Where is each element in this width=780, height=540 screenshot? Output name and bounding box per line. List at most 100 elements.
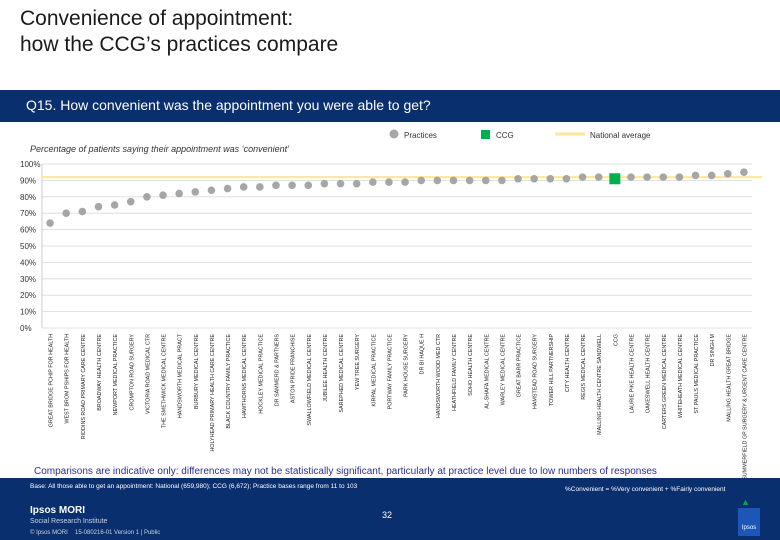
practice-point <box>368 178 377 186</box>
x-tick-label: SAREPHED MEDICAL CENTRE <box>339 334 345 413</box>
page-title: Convenience of appointment: how the CCG’… <box>20 6 338 58</box>
x-tick-label: ASTON PRIDE FRANCHISE <box>291 334 297 403</box>
practice-point <box>449 176 458 185</box>
practice-point <box>627 173 635 181</box>
x-tick-label: TOWER HILL PARTNERSHIP <box>549 334 555 406</box>
x-tick-label: HANDSWORTH WOOD MED CTR <box>436 334 442 418</box>
practice-point <box>94 202 103 211</box>
x-tick-label: GREAT BARR PRACTICE <box>517 334 523 398</box>
legend-practice-marker <box>389 129 399 139</box>
x-tick-label: REGIS MEDICAL CENTRE <box>581 334 587 400</box>
y-tick-label: 50% <box>20 242 36 251</box>
ipsos-logo: Ipsos <box>738 508 760 536</box>
x-tick-label: PORTWAY FAMILY PRACTICE <box>387 334 393 410</box>
practice-point <box>578 173 587 181</box>
x-tick-label: WARLEY MEDICAL CENTRE <box>500 334 506 406</box>
x-tick-label: THE SMETHWICK MEDICAL CENTRE <box>162 334 168 429</box>
practice-point <box>675 173 684 181</box>
practice-point <box>320 179 329 188</box>
brand-subtitle: Social Research Institute <box>30 518 108 525</box>
y-tick-label: 20% <box>20 291 36 300</box>
footer-band <box>0 478 780 540</box>
x-tick-label: HAMSTEAD ROAD SURGERY <box>533 334 539 409</box>
practice-point <box>465 176 474 185</box>
x-tick-label: GREAT BRIDGE PCHIP FOR HEALTH <box>49 334 55 427</box>
x-tick-label: RIDDINS ROAD PRIMARY CARE CENTRE <box>81 334 87 440</box>
x-tick-label: DR BI HAQUE H <box>420 334 426 375</box>
x-tick-label: WHITEHEATH MEDICAL CENTRE <box>678 334 684 419</box>
practice-point <box>481 176 490 185</box>
y-tick-label: 60% <box>20 226 36 235</box>
x-tick-label: CITY HEALTH CENTRE <box>565 334 571 393</box>
scatter-chart: 0% 10% 20% 30% 40% 50% 60% 70% 80% 90% 100% GREAT … <box>20 160 762 480</box>
title-line-2: how the CCG’s practices compare <box>20 33 339 56</box>
y-tick-label: 80% <box>20 193 36 202</box>
practice-point <box>78 207 87 216</box>
practice-point <box>62 209 71 217</box>
x-tick-label: HEATHFIELD FAMILY CENTRE <box>452 334 458 411</box>
practice-point <box>691 171 700 180</box>
practice-point <box>191 188 200 196</box>
practice-point <box>514 174 522 183</box>
x-tick-label: WEST BROM PSHIPS FOR HEALTH <box>65 334 71 424</box>
legend-ccg-label: CCG <box>496 131 514 140</box>
legend-practices-label: Practices <box>404 131 437 140</box>
practice-point <box>498 176 506 185</box>
navigation-icon[interactable]: ▲ <box>741 497 750 507</box>
legend-ccg-marker <box>481 130 490 139</box>
practice-point <box>159 191 167 199</box>
comparison-note: Comparisons are indicative only: differe… <box>34 466 657 477</box>
practice-point <box>143 193 151 201</box>
page-number: 32 <box>382 510 393 520</box>
x-tick-label: NEWPORT MEDICAL PRACTICE <box>113 334 119 416</box>
x-tick-label: SWALLOWFIELD MEDICAL CENTRE <box>307 334 313 426</box>
x-tick-label: BLACK COUNTRY FAMILY PRACTICE <box>226 334 232 429</box>
practice-point <box>352 179 361 188</box>
practice-point <box>562 174 571 183</box>
practice-point <box>126 197 135 206</box>
y-tick-label: 0% <box>20 324 32 333</box>
practice-point <box>707 171 716 180</box>
x-tick-label: MALLING HEALTH GREAT BRIDGE <box>726 334 732 422</box>
question-text: Q15. How convenient was the appointment … <box>26 97 431 113</box>
y-tick-label: 30% <box>20 275 36 284</box>
x-tick-label: CARTERS GREEN MEDICAL CENTRE <box>662 334 668 430</box>
x-tick-label: OAKESWELL HEALTH CENTRE <box>646 334 652 413</box>
x-tick-label: HOCKLEY MEDICAL PRACTICE <box>258 334 264 414</box>
x-tick-label: MALLING HEALTH CENTRE SANDWELL <box>597 334 603 435</box>
x-tick-label: CCG <box>613 334 619 346</box>
y-tick-label: 40% <box>20 258 36 267</box>
x-tick-label: HOLYHEAD PRIMARY HEALTH CARE CENTRE <box>210 334 216 452</box>
practice-point <box>336 179 345 188</box>
practice-point <box>546 174 555 183</box>
x-tick-label: AL-SHAFA MEDICAL CENTRE <box>484 334 490 409</box>
x-tick-label: YEW TREE SURGERY <box>355 334 361 391</box>
practice-point <box>46 219 54 227</box>
x-tick-label: KIRPAL MEDICAL PRACTICE <box>371 334 377 407</box>
title-line-1: Convenience of appointment: <box>20 7 294 30</box>
practice-point <box>239 183 248 191</box>
x-tick-label: VICTORIA ROAD MEDICAL CTR <box>145 334 151 414</box>
x-tick-label: SOHO HEALTH CENTRE <box>468 334 474 396</box>
practice-point <box>594 173 603 181</box>
convenient-definition: %Convenient = %Very convenient + %Fairly… <box>565 486 726 493</box>
x-tick-label: DR SINGH M <box>710 334 716 367</box>
practice-point <box>643 173 651 181</box>
practice-point <box>401 178 409 186</box>
x-tick-label: BROADWAY HEALTH CENTRE <box>97 334 103 411</box>
x-tick-label: ST PAULS MEDICAL PRACTICE <box>694 334 700 414</box>
x-tick-label: BURBURY MEDICAL CENTRE <box>194 334 200 409</box>
y-tick-label: 10% <box>20 308 36 317</box>
legend-national-marker <box>555 132 585 136</box>
version-text: 15-080216-01 Version 1 | Public <box>75 530 161 536</box>
practice-point <box>530 174 538 183</box>
brand-name: Ipsos MORI <box>30 505 86 516</box>
x-tick-label: DR SAMMERD & PARTNERS <box>274 334 280 407</box>
practice-point <box>288 181 296 190</box>
practice-point <box>256 183 264 191</box>
practice-point <box>740 168 748 176</box>
x-tick-label: JUBILEE HEALTH CENTRE <box>323 334 329 402</box>
practice-point <box>223 184 232 193</box>
y-tick-label: 100% <box>20 160 40 169</box>
y-tick-label: 90% <box>20 176 36 185</box>
